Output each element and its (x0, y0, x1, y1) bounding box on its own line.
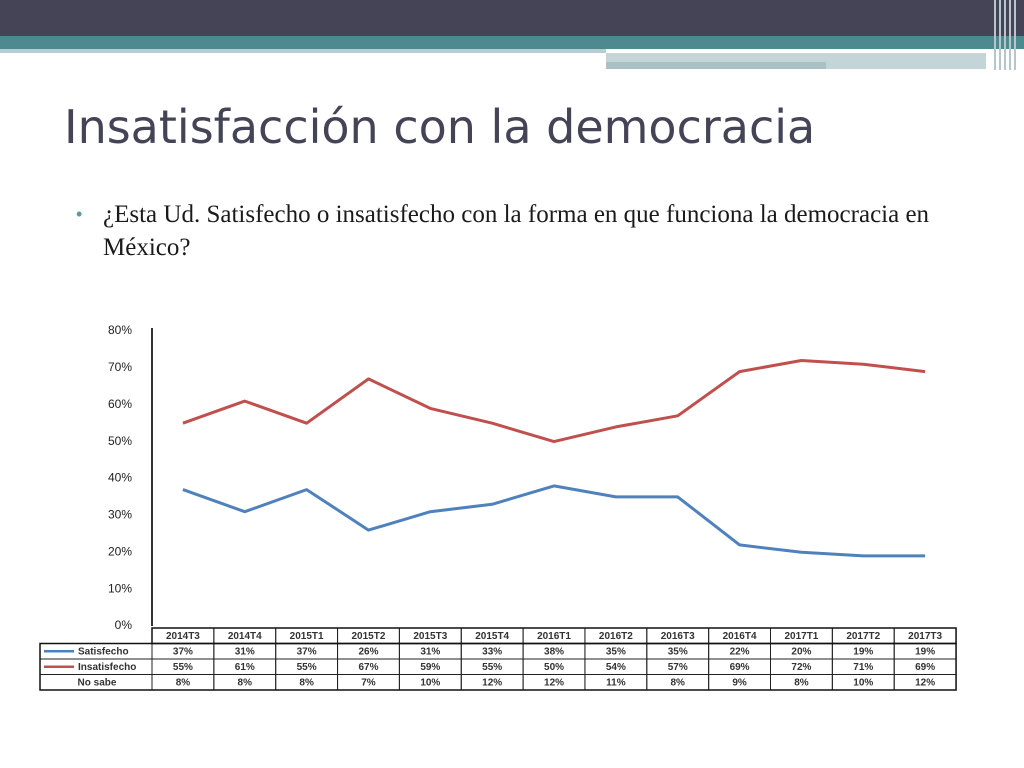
data-label: 9% (732, 677, 747, 688)
data-label: 8% (238, 677, 253, 688)
data-label: 61% (235, 662, 255, 673)
x-category-label: 2014T4 (228, 631, 262, 642)
data-label: 37% (173, 646, 193, 657)
data-label: 22% (730, 646, 750, 657)
data-label: 31% (420, 646, 440, 657)
y-tick-label: 60% (108, 397, 132, 411)
data-label: 37% (297, 646, 317, 657)
y-tick-label: 40% (108, 471, 132, 485)
data-label: 67% (358, 662, 378, 673)
header-band-dark (0, 0, 1024, 36)
data-label: 10% (420, 677, 440, 688)
data-label: 8% (794, 677, 809, 688)
data-label: 19% (915, 646, 935, 657)
data-label: 10% (853, 677, 873, 688)
data-label: 72% (791, 662, 811, 673)
x-category-label: 2016T1 (537, 631, 571, 642)
data-label: 33% (482, 646, 502, 657)
table-header-border (151, 627, 957, 645)
data-label: 26% (358, 646, 378, 657)
data-label: 69% (730, 662, 750, 673)
data-label: 31% (235, 646, 255, 657)
y-tick-label: 50% (108, 434, 132, 448)
y-tick-label: 30% (108, 508, 132, 522)
y-tick-label: 80% (108, 323, 132, 337)
data-label: 20% (791, 646, 811, 657)
data-label: 38% (544, 646, 564, 657)
data-label: 11% (606, 677, 626, 688)
x-category-label: 2015T4 (475, 631, 509, 642)
data-label: 57% (668, 662, 688, 673)
data-label: 35% (668, 646, 688, 657)
data-label: 19% (853, 646, 873, 657)
header-band-light (0, 49, 606, 53)
y-tick-label: 10% (108, 581, 132, 595)
legend-label: No sabe (78, 677, 117, 688)
legend-label: Insatisfecho (78, 662, 136, 673)
x-category-label: 2016T3 (661, 631, 695, 642)
data-label: 12% (915, 677, 935, 688)
data-label: 8% (299, 677, 314, 688)
x-category-label: 2016T2 (599, 631, 633, 642)
x-category-label: 2017T3 (908, 631, 942, 642)
x-category-label: 2017T2 (846, 631, 880, 642)
header-vertical-lines (990, 0, 1024, 70)
data-label: 69% (915, 662, 935, 673)
y-tick-label: 0% (115, 618, 133, 632)
data-label: 55% (173, 662, 193, 673)
x-category-label: 2015T3 (413, 631, 447, 642)
x-category-label: 2014T3 (166, 631, 200, 642)
bullet-question: ¿Esta Ud. Satisfecho o insatisfecho con … (103, 201, 930, 261)
data-label: 55% (297, 662, 317, 673)
x-category-label: 2016T4 (723, 631, 757, 642)
data-label: 54% (606, 662, 626, 673)
data-label: 55% (482, 662, 502, 673)
legend-label: Satisfecho (78, 646, 129, 657)
y-tick-label: 70% (108, 360, 132, 374)
data-label: 35% (606, 646, 626, 657)
x-category-label: 2015T2 (352, 631, 386, 642)
data-label: 50% (544, 662, 564, 673)
data-label: 59% (420, 662, 440, 673)
slide-title: Insatisfacción con la democracia (64, 100, 816, 154)
data-label: 8% (670, 677, 685, 688)
x-category-label: 2017T1 (784, 631, 818, 642)
x-category-label: 2015T1 (290, 631, 324, 642)
y-tick-label: 20% (108, 544, 132, 558)
series-line-insatisfecho (182, 359, 926, 444)
data-label: 12% (482, 677, 502, 688)
series-line-satisfecho (182, 484, 926, 558)
line-chart: 0% 10% 20% 30% 40% 50% 60% 70% 80% 2014T3 2014T4 20… (39, 323, 957, 691)
data-label: 7% (361, 677, 376, 688)
data-label: 12% (544, 677, 564, 688)
header-band-teal (0, 36, 1024, 49)
data-label: 71% (853, 662, 873, 673)
header-band-right-accent (606, 62, 826, 69)
data-label: 8% (176, 677, 191, 688)
bullet-marker: • (76, 204, 83, 224)
